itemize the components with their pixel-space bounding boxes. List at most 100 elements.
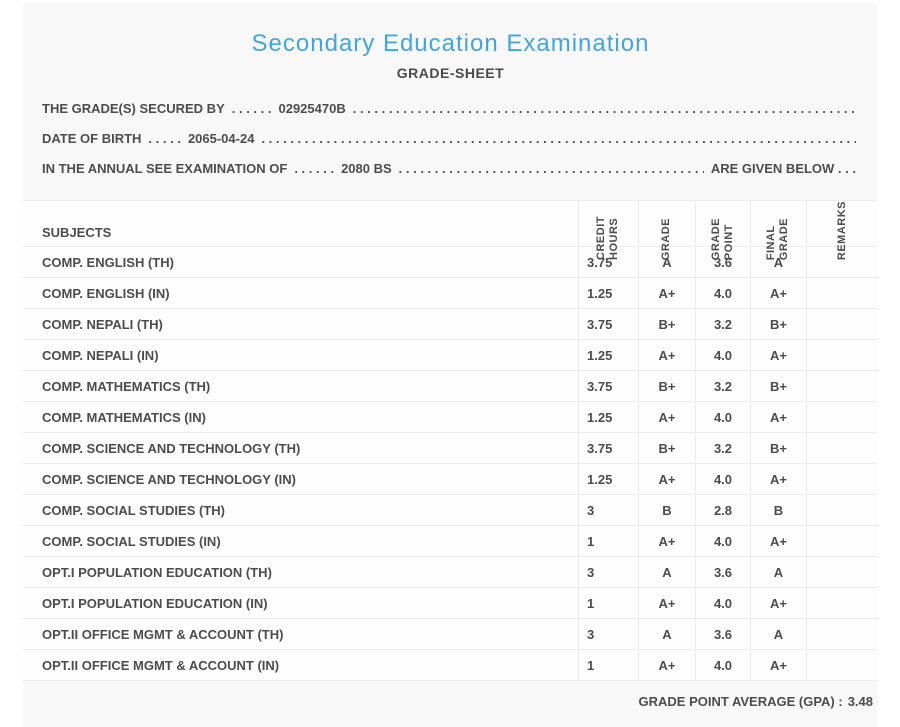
subject-cell: OPT.I POPULATION EDUCATION (TH) <box>42 564 272 580</box>
grade-cell: A+ <box>638 526 695 556</box>
gpa-label: GRADE POINT AVERAGE (GPA) : <box>638 694 843 709</box>
grade-point-cell: 3.2 <box>695 433 750 463</box>
grade-cell: A+ <box>638 464 695 494</box>
remarks-cell <box>806 588 878 618</box>
subject-cell: COMP. ENGLISH (IN) <box>42 285 170 301</box>
grade-point-cell: 3.6 <box>695 619 750 649</box>
table-row: COMP. ENGLISH (TH) 3.75 A 3.6 A <box>23 247 878 278</box>
final-grade-cell: A <box>750 557 806 587</box>
grade-point-cell: 4.0 <box>695 526 750 556</box>
final-grade-cell: B+ <box>750 309 806 339</box>
subject-cell: OPT.I POPULATION EDUCATION (IN) <box>42 595 268 611</box>
grade-point-cell: 3.6 <box>695 247 750 277</box>
remarks-cell <box>806 650 878 680</box>
remarks-cell <box>806 402 878 432</box>
table-row: COMP. NEPALI (IN) 1.25 A+ 4.0 A+ <box>23 340 878 371</box>
date-of-birth-label: DATE OF BIRTH <box>42 130 142 146</box>
credit-hours-cell: 3.75 <box>578 371 638 401</box>
subject-cell: COMP. MATHEMATICS (TH) <box>42 378 211 394</box>
grade-point-cell: 4.0 <box>695 464 750 494</box>
grades-table: SUBJECTS CREDIT HOURS GRADE GRADE POINT … <box>23 200 878 681</box>
credit-hours-cell: 1.25 <box>578 278 638 308</box>
column-header-subjects: SUBJECTS <box>42 224 112 240</box>
credit-hours-cell: 3.75 <box>578 433 638 463</box>
examination-year-value: 2080 BS <box>341 160 392 176</box>
sheet-subtitle: GRADE-SHEET <box>396 65 505 81</box>
table-row: COMP. SCIENCE AND TECHNOLOGY (IN) 1.25 A+ 4… <box>23 464 878 495</box>
grade-point-cell: 3.2 <box>695 309 750 339</box>
final-grade-cell: A+ <box>750 340 806 370</box>
grade-cell: B+ <box>638 309 695 339</box>
grade-cell: A <box>638 247 695 277</box>
table-row: OPT.I POPULATION EDUCATION (IN) 1 A+ 4.0 A+ <box>23 588 878 619</box>
column-header-credit-hours: CREDIT HOURS <box>578 201 638 264</box>
subject-cell: COMP. SCIENCE AND TECHNOLOGY (IN) <box>42 471 297 487</box>
grade-cell: B+ <box>638 371 695 401</box>
grade-cell: A+ <box>638 340 695 370</box>
grade-point-cell: 4.0 <box>695 278 750 308</box>
grade-point-cell: 4.0 <box>695 650 750 680</box>
grade-cell: A+ <box>638 402 695 432</box>
subject-cell: COMP. SCIENCE AND TECHNOLOGY (TH) <box>42 440 301 456</box>
remarks-cell <box>806 247 878 277</box>
table-row: COMP. NEPALI (TH) 3.75 B+ 3.2 B+ <box>23 309 878 340</box>
table-row: OPT.II OFFICE MGMT & ACCOUNT (IN) 1 A+ 4.0 A… <box>23 650 878 681</box>
final-grade-cell: A+ <box>750 650 806 680</box>
grade-point-cell: 4.0 <box>695 588 750 618</box>
gpa-value: 3.48 <box>847 694 873 709</box>
table-header-row: SUBJECTS CREDIT HOURS GRADE GRADE POINT … <box>23 200 878 264</box>
table-row: COMP. ENGLISH (IN) 1.25 A+ 4.0 A+ <box>23 278 878 309</box>
gpa-row: GRADE POINT AVERAGE (GPA) : 3.48 <box>23 694 878 709</box>
column-header-grade-point: GRADE POINT <box>695 201 750 264</box>
grade-cell: B+ <box>638 433 695 463</box>
grade-cell: A <box>638 557 695 587</box>
grades-secured-by-line: THE GRADE(S) SECURED BY . . . . . . 0292… <box>42 93 856 123</box>
grades-secured-by-label: THE GRADE(S) SECURED BY <box>42 100 225 116</box>
table-row: COMP. MATHEMATICS (IN) 1.25 A+ 4.0 A+ <box>23 402 878 433</box>
grade-cell: A+ <box>638 588 695 618</box>
remarks-cell <box>806 433 878 463</box>
final-grade-cell: A+ <box>750 526 806 556</box>
remarks-cell <box>806 495 878 525</box>
are-given-below-label: ARE GIVEN BELOW . . . <box>710 160 856 176</box>
remarks-cell <box>806 340 878 370</box>
credit-hours-cell: 1 <box>578 650 638 680</box>
final-grade-cell: B+ <box>750 433 806 463</box>
dotted-leader: . . . . . . . . . . . . . . . . . . . . … <box>398 160 704 176</box>
grade-cell: A+ <box>638 650 695 680</box>
examination-year-line: IN THE ANNUAL SEE EXAMINATION OF . . . .… <box>42 153 856 183</box>
final-grade-cell: A+ <box>750 402 806 432</box>
grade-point-cell: 3.2 <box>695 371 750 401</box>
final-grade-cell: A+ <box>750 464 806 494</box>
date-of-birth-value: 2065-04-24 <box>187 130 255 146</box>
column-header-grade: GRADE <box>638 201 695 264</box>
final-grade-cell: A+ <box>750 588 806 618</box>
subject-cell: COMP. NEPALI (IN) <box>42 347 159 363</box>
candidate-symbol-number: 02925470B <box>278 100 346 116</box>
grade-cell: A <box>638 619 695 649</box>
dotted-leader: . . . . . . . . . . . . . . . . . . . . … <box>352 100 856 116</box>
final-grade-cell: B <box>750 495 806 525</box>
remarks-cell <box>806 464 878 494</box>
subject-cell: COMP. SOCIAL STUDIES (IN) <box>42 533 221 549</box>
subject-cell: COMP. SOCIAL STUDIES (TH) <box>42 502 225 518</box>
grade-point-cell: 4.0 <box>695 402 750 432</box>
credit-hours-cell: 1.25 <box>578 464 638 494</box>
credit-hours-cell: 3 <box>578 557 638 587</box>
subject-cell: COMP. MATHEMATICS (IN) <box>42 409 206 425</box>
grade-sheet-panel: Secondary Education Examination GRADE-SH… <box>23 3 878 727</box>
credit-hours-cell: 3.75 <box>578 247 638 277</box>
remarks-cell <box>806 619 878 649</box>
remarks-cell <box>806 371 878 401</box>
grade-point-cell: 3.6 <box>695 557 750 587</box>
column-header-remarks: REMARKS <box>806 201 878 264</box>
final-grade-cell: B+ <box>750 371 806 401</box>
table-row: COMP. SOCIAL STUDIES (IN) 1 A+ 4.0 A+ <box>23 526 878 557</box>
grade-cell: B <box>638 495 695 525</box>
credit-hours-cell: 3 <box>578 495 638 525</box>
dotted-leader: . . . . . <box>148 130 181 146</box>
table-row: OPT.I POPULATION EDUCATION (TH) 3 A 3.6 A <box>23 557 878 588</box>
dotted-leader: . . . . . . . . . . . . . . . . . . . . … <box>261 130 856 146</box>
remarks-cell <box>806 526 878 556</box>
grade-point-cell: 4.0 <box>695 340 750 370</box>
